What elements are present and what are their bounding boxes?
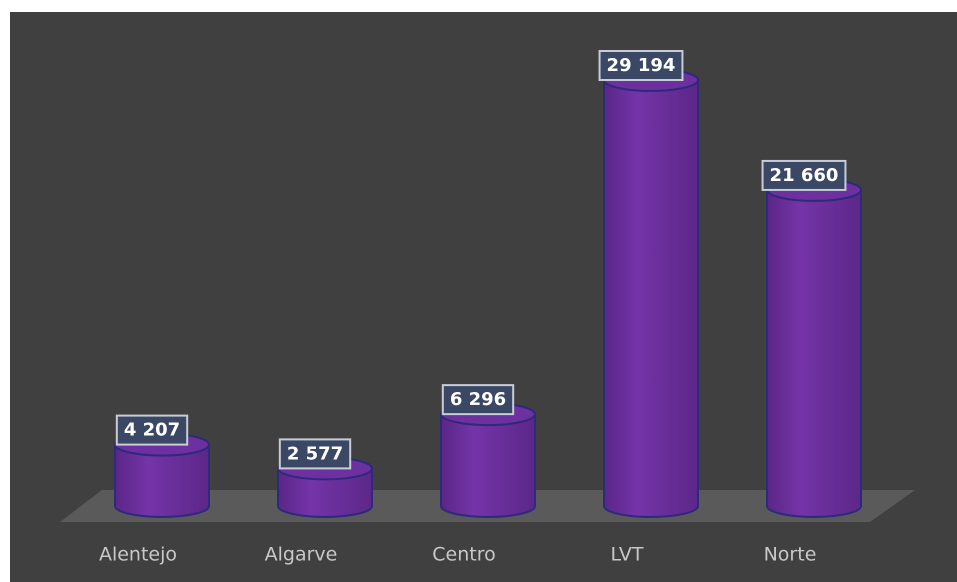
- value-label-box: [761, 159, 847, 191]
- value-label-box: [598, 50, 684, 81]
- cylinder: [766, 177, 862, 518]
- marks: 4 207 Alentejo 2 577 Algarve 6 296 Centro 29 1…: [99, 50, 862, 566]
- cylinder: [114, 432, 210, 518]
- value-label: 2 577: [287, 443, 343, 464]
- value-label: 4 207: [124, 420, 180, 441]
- x-tick-label: Alentejo: [99, 544, 177, 566]
- value-label: 21 660: [770, 165, 839, 186]
- cylinder: [603, 68, 699, 518]
- value-label: 6 296: [450, 389, 506, 410]
- value-label-box: [278, 438, 352, 470]
- value-label-box: [441, 384, 515, 416]
- cylinder-body: [440, 413, 536, 518]
- cylinder-body: [114, 443, 210, 518]
- x-tick-label: Centro: [432, 544, 495, 566]
- x-tick-label: Norte: [764, 544, 817, 566]
- value-label: 29 194: [607, 55, 676, 76]
- cylinder-body: [277, 467, 373, 518]
- x-tick-label: Algarve: [265, 544, 338, 566]
- cylinder: [440, 402, 536, 518]
- cylinder-body: [766, 188, 862, 518]
- value-label-box: [115, 414, 189, 446]
- cylinder-body: [603, 79, 699, 518]
- x-tick-label: LVT: [610, 544, 643, 566]
